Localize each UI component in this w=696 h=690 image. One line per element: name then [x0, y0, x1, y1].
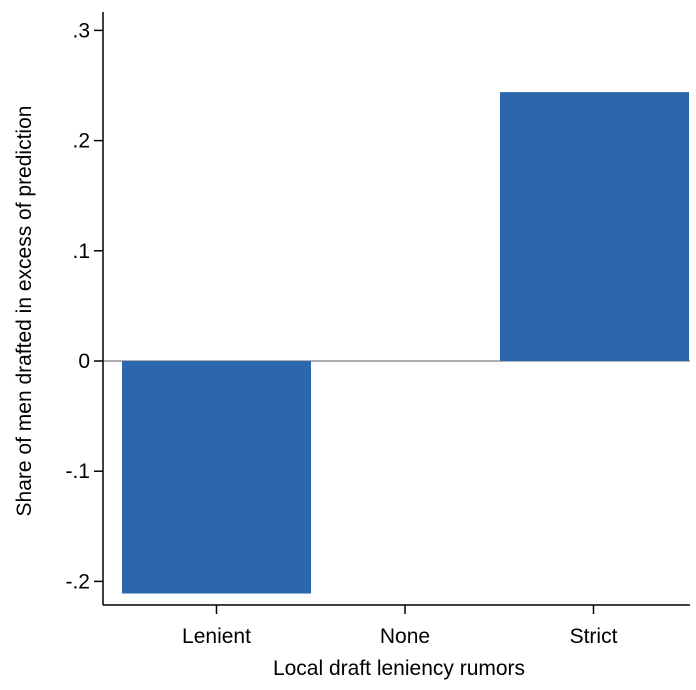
plot-area: -.2 -.1 0 .1 .2 .3 Lenient None Strict [65, 12, 690, 648]
y-tick-label: .1 [72, 240, 90, 263]
y-tick-label: .3 [72, 19, 90, 42]
x-tick-label: Strict [570, 625, 618, 648]
bar-strict [500, 92, 689, 361]
x-tick-label: Lenient [182, 625, 251, 648]
y-tick-label: .2 [72, 130, 90, 153]
y-tick-label: 0 [78, 350, 90, 373]
y-axis-title: Share of men drafted in excess of predic… [13, 106, 36, 517]
x-tick-label: None [380, 625, 430, 648]
bar-lenient [122, 361, 311, 594]
y-tick-label: -.1 [65, 460, 90, 483]
y-tick-label: -.2 [65, 570, 90, 593]
x-axis-title: Local draft leniency rumors [273, 657, 525, 680]
